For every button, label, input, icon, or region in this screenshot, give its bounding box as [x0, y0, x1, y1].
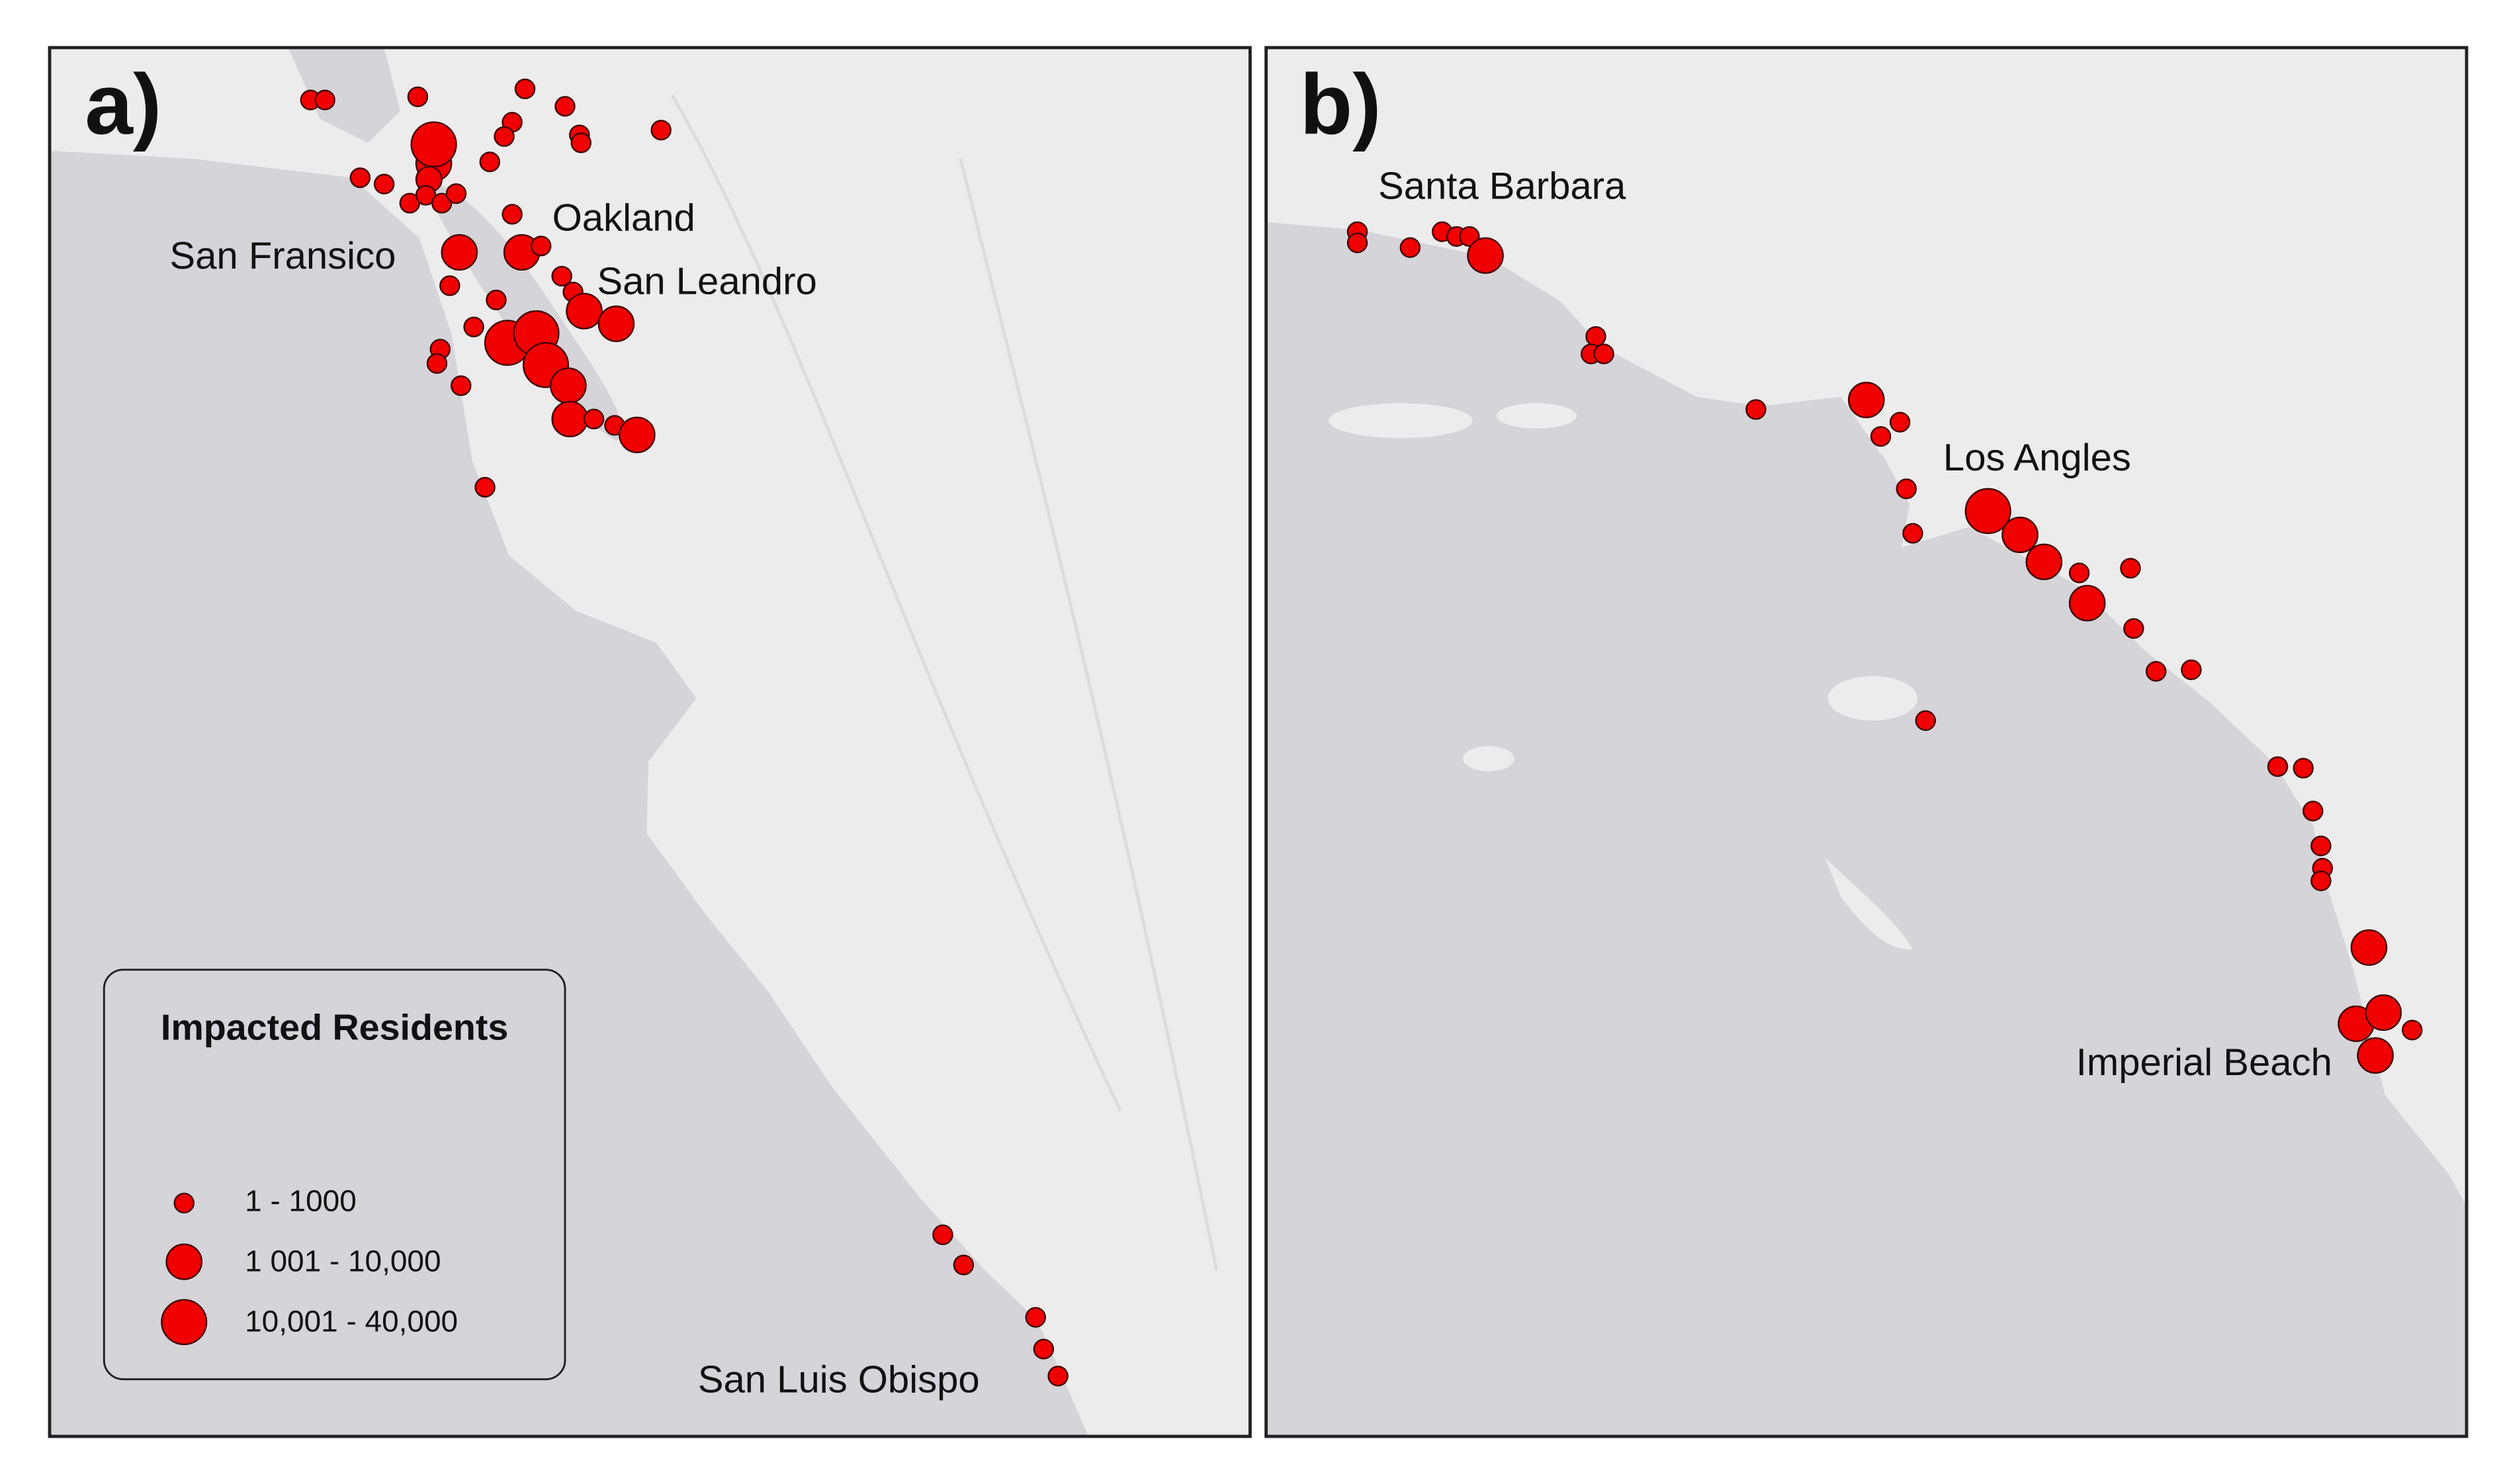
impact-dot [1047, 1366, 1069, 1387]
impact-dot [650, 120, 672, 141]
impact-dot [932, 1224, 953, 1245]
impact-dot [2145, 661, 2167, 682]
legend-title: Impacted Residents [161, 1007, 508, 1048]
impact-dot [1915, 710, 1937, 731]
impact-dot [1889, 412, 1911, 433]
impact-dot [1902, 523, 1923, 544]
impact-dot [439, 275, 460, 296]
impact-dot [953, 1254, 975, 1276]
legend-symbol [161, 1299, 208, 1346]
impact-dot [1896, 478, 1917, 500]
impact-dot [2310, 870, 2332, 891]
impact-dot [2123, 618, 2144, 639]
legend-symbol [173, 1192, 195, 1213]
legend-entry: 1 - 1000 [245, 1184, 357, 1218]
impact-dot [486, 289, 507, 310]
impact-dot [426, 353, 448, 374]
impact-dot [1033, 1338, 1055, 1360]
impact-dot [2120, 558, 2141, 579]
impact-dot [407, 86, 429, 107]
legend-entry: 1 001 - 10,000 [245, 1244, 441, 1278]
panel-label: a) [85, 56, 161, 152]
place-label: Imperial Beach [2076, 1041, 2332, 1084]
impact-dot [1346, 232, 1368, 253]
impact-dot [2068, 585, 2106, 622]
impact-dot [441, 234, 478, 271]
impact-dot [2357, 1037, 2394, 1074]
place-label: Santa Barbara [1378, 165, 1626, 208]
impact-dot [1870, 426, 1892, 447]
panel-b-map [1266, 47, 2467, 1437]
impact-dot [554, 96, 576, 117]
impact-dot [1745, 399, 1767, 420]
impact-dot [1964, 488, 2011, 535]
impact-dot [479, 152, 501, 173]
dots [300, 78, 2423, 1387]
impact-dot [2302, 801, 2324, 822]
impact-dot [2025, 543, 2063, 580]
place-label: San Leandro [597, 261, 816, 303]
impact-dot [2365, 994, 2402, 1031]
impact-dot [410, 121, 457, 168]
legend-box [103, 969, 566, 1381]
impact-dot [463, 316, 484, 337]
place-label: San Fransico [169, 235, 396, 277]
impact-dot [431, 193, 453, 214]
impact-dot [551, 400, 589, 437]
impact-dot [2001, 516, 2038, 554]
legend-symbol [165, 1243, 203, 1280]
impact-dot [1593, 343, 1614, 365]
impact-dot [474, 476, 496, 498]
impact-dot [1585, 326, 1606, 347]
place-label: Oakland [552, 197, 695, 240]
impact-dot [502, 204, 523, 225]
panel-a-frame [48, 46, 1252, 1438]
impact-dot [1025, 1307, 1046, 1328]
legend-entry: 10,001 - 40,000 [245, 1305, 458, 1338]
impact-dot [551, 265, 572, 287]
impact-dot [2350, 929, 2388, 966]
impact-dot [1399, 237, 1421, 258]
impact-dot [445, 183, 467, 204]
impact-dot [1848, 381, 1885, 419]
impact-dot [314, 89, 335, 110]
impact-dot [619, 416, 656, 453]
impact-dot [514, 78, 536, 99]
impact-dot [494, 126, 515, 147]
panel-b-frame [1264, 46, 2469, 1438]
impact-dot [2293, 758, 2314, 779]
impact-dot [2402, 1020, 2423, 1041]
impact-dot [570, 132, 591, 153]
impact-dot [451, 375, 472, 396]
impact-dot [2181, 659, 2202, 680]
impact-dot [583, 408, 605, 429]
impact-dot [373, 173, 395, 195]
impact-dot [2310, 836, 2332, 857]
impact-dot [550, 367, 587, 404]
impact-dot [1467, 237, 1504, 274]
impact-dot [349, 167, 371, 189]
impact-dot [566, 292, 603, 329]
panel-label: b) [1299, 56, 1381, 152]
impact-dot [597, 305, 635, 342]
impact-dot [2267, 756, 2289, 777]
place-label: San Luis Obispo [698, 1359, 980, 1401]
impact-dot [2068, 562, 2090, 584]
impact-dot [530, 236, 552, 257]
place-label: Los Angles [1943, 437, 2131, 479]
